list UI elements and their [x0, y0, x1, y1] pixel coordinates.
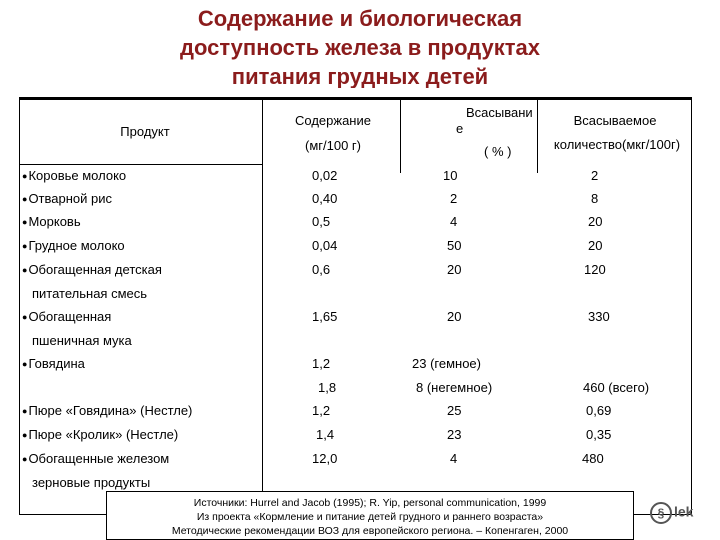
source-line-2: Из проекта «Кормление и питание детей гр…: [196, 511, 544, 523]
table-row-name: ●Отварной рис: [22, 191, 112, 208]
header-product: Продукт: [120, 124, 170, 139]
table-row-name: ●Обогащенная: [22, 309, 111, 326]
row-name-text: Коровье молоко: [28, 168, 127, 183]
table-row-name: ●Пюре «Говядина» (Нестле): [22, 403, 192, 420]
column-divider-4: [262, 173, 263, 491]
row-absorb: 4: [450, 214, 458, 229]
row-absorb: 23 (гемное): [412, 356, 481, 371]
header-absorb-line-3: ( % ): [484, 144, 512, 159]
title-line-2: доступность железа в продуктах: [180, 35, 540, 60]
row-name-text: Обогащенная детская: [28, 262, 162, 277]
column-divider-1: [262, 99, 263, 173]
row-name-continued: питательная смесь: [32, 286, 148, 301]
bullet-icon: ●: [22, 194, 28, 204]
row-amount: 8: [591, 191, 599, 206]
row-absorb: 20: [447, 309, 462, 324]
row-content: 1,65: [312, 309, 338, 324]
row-name-continued: зерновые продукты: [32, 475, 151, 490]
row-amount: 480: [582, 451, 604, 466]
header-underline: [20, 164, 262, 165]
row-name-text: Обогащенные железом: [28, 451, 170, 466]
row-content-secondary: 1,8: [318, 380, 337, 395]
row-absorb-secondary: 8 (негемное): [416, 380, 493, 395]
bullet-icon: ●: [22, 454, 28, 464]
row-absorb: 23: [447, 427, 462, 442]
row-amount: 2: [591, 168, 599, 183]
row-absorb: 2: [450, 191, 458, 206]
page-title: Содержание и биологическая доступность ж…: [140, 4, 580, 88]
row-content: 1,4: [316, 427, 335, 442]
table-top-border: [20, 97, 692, 100]
row-name-text: Отварной рис: [28, 191, 112, 206]
row-content: 0,6: [312, 262, 331, 277]
row-amount: 20: [588, 214, 603, 229]
row-absorb: 20: [447, 262, 462, 277]
logo-text: lek: [674, 503, 694, 520]
row-absorb: 10: [443, 168, 458, 183]
bullet-icon: ●: [22, 217, 28, 227]
table-row-name: ●Грудное молоко: [22, 238, 125, 255]
table-row-name: ●Морковь: [22, 214, 81, 231]
logo-mark-icon: §: [650, 502, 672, 524]
row-name-text: Морковь: [28, 214, 81, 229]
header-amount-line-1: Всасываемое: [573, 113, 657, 128]
row-amount: 20: [588, 238, 603, 253]
header-content-line-1: Содержание: [295, 113, 371, 128]
row-content: 12,0: [312, 451, 338, 466]
header-absorb-line-1: Всасывани: [466, 105, 533, 120]
row-amount: 0,69: [586, 403, 612, 418]
source-note: Источники: Hurrel and Jacob (1995); R. Y…: [106, 491, 634, 540]
bullet-icon: ●: [22, 312, 28, 322]
row-name-text: Говядина: [28, 356, 85, 371]
row-amount: 0,35: [586, 427, 612, 442]
table-row-name: ●Коровье молоко: [22, 168, 126, 185]
row-content: 0,02: [312, 168, 338, 183]
row-name-text: Грудное молоко: [28, 238, 125, 253]
row-absorb: 25: [447, 403, 462, 418]
table-row-name: ●Обогащенные железом: [22, 451, 169, 468]
lek-logo: § lek: [650, 502, 712, 524]
title-line-1: Содержание и биологическая: [197, 6, 523, 31]
column-divider-2: [400, 99, 401, 173]
row-content: 0,5: [312, 214, 331, 229]
title-line-3: питания грудных детей: [231, 64, 489, 88]
row-content: 1,2: [312, 356, 331, 371]
row-name-text: Обогащенная: [28, 309, 112, 324]
bullet-icon: ●: [22, 359, 28, 369]
row-amount: 330: [588, 309, 610, 324]
row-name-text: Пюре «Кролик» (Нестле): [28, 427, 179, 442]
header-amount-line-2: количество(мкг/100г): [553, 137, 681, 152]
bullet-icon: ●: [22, 430, 28, 440]
bullet-icon: ●: [22, 406, 28, 416]
source-line-1: Источники: Hurrel and Jacob (1995); R. Y…: [193, 497, 547, 509]
row-amount-secondary: 460 (всего): [583, 380, 650, 395]
bullet-icon: ●: [22, 265, 28, 275]
row-content: 0,40: [312, 191, 338, 206]
bullet-icon: ●: [22, 171, 28, 181]
header-absorb-line-2: е: [456, 121, 464, 136]
row-name-continued: пшеничная мука: [32, 333, 132, 348]
table-row-name: ●Пюре «Кролик» (Нестле): [22, 427, 178, 444]
row-content: 0,04: [312, 238, 338, 253]
header-content-line-2: (мг/100 г): [305, 138, 361, 153]
row-name-text: Пюре «Говядина» (Нестле): [28, 403, 193, 418]
bullet-icon: ●: [22, 241, 28, 251]
row-amount: 120: [584, 262, 606, 277]
source-line-3: Методические рекомендации ВОЗ для европе…: [171, 525, 569, 537]
row-absorb: 50: [447, 238, 462, 253]
column-divider-3: [537, 99, 538, 173]
table-row-name: ●Говядина: [22, 356, 85, 373]
row-content: 1,2: [312, 403, 331, 418]
row-absorb: 4: [450, 451, 458, 466]
table-row-name: ●Обогащенная детская: [22, 262, 162, 279]
